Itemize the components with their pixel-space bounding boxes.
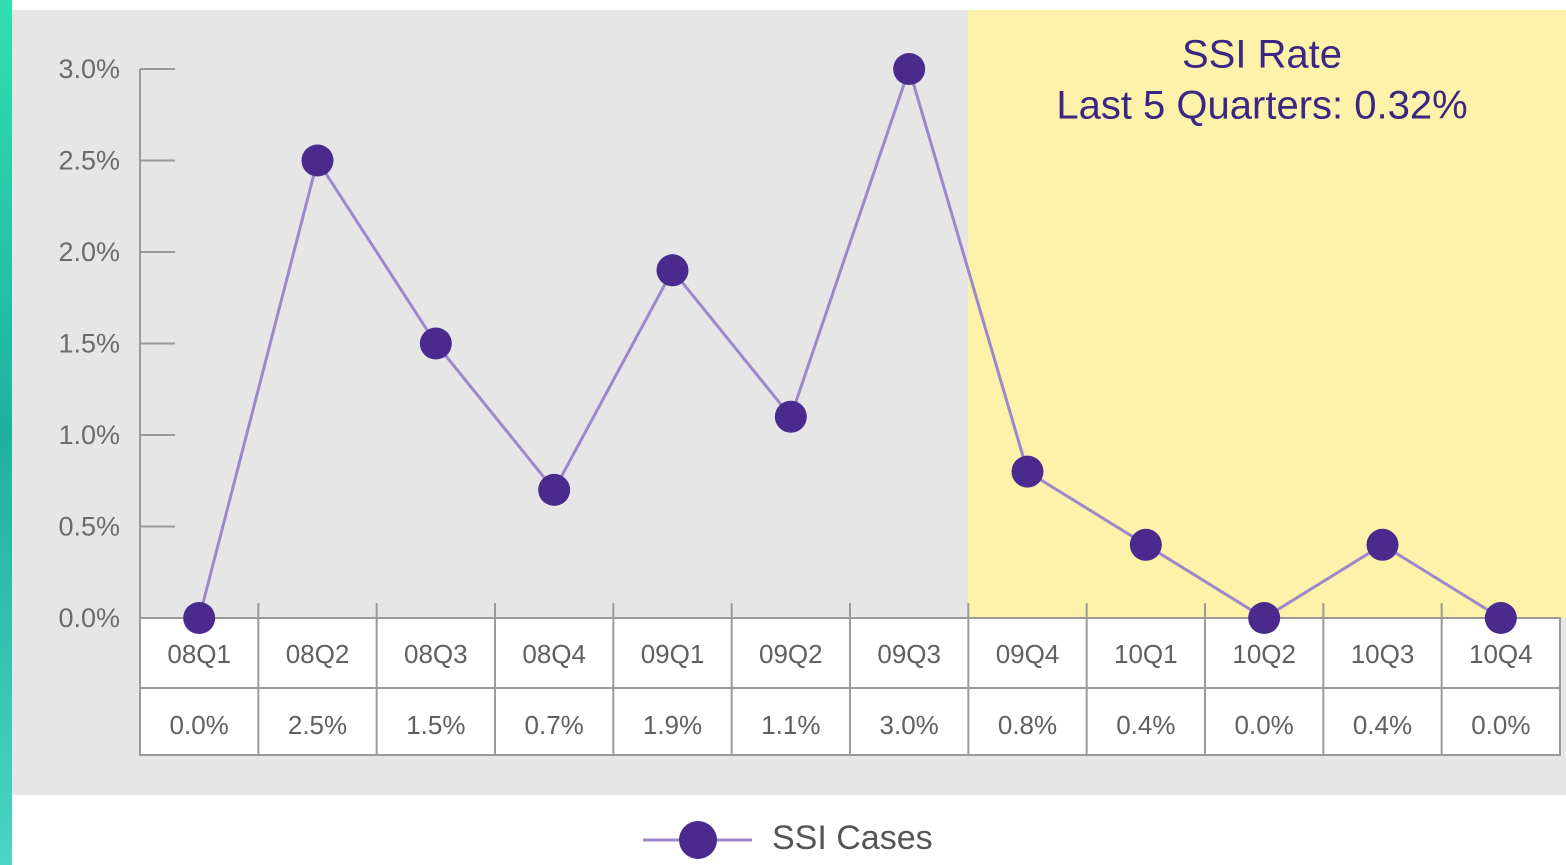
category-label: 09Q4: [996, 639, 1060, 669]
category-label: 10Q1: [1114, 639, 1178, 669]
category-label: 08Q2: [286, 639, 350, 669]
y-tick-label: 1.0%: [58, 420, 120, 450]
value-label: 1.5%: [406, 710, 465, 740]
data-point: [301, 144, 334, 177]
data-point: [538, 473, 571, 506]
category-label: 10Q4: [1469, 639, 1533, 669]
value-label: 0.8%: [998, 710, 1057, 740]
value-label: 0.4%: [1353, 710, 1412, 740]
annotation: Last 5 Quarters: 0.32%: [1056, 84, 1467, 128]
edge-strip: [0, 0, 12, 865]
value-label: 1.1%: [761, 710, 820, 740]
y-tick-label: 2.0%: [58, 237, 120, 267]
category-label: 09Q3: [877, 639, 941, 669]
category-label: 08Q3: [404, 639, 468, 669]
data-point: [1366, 528, 1399, 561]
data-point: [774, 400, 807, 433]
series-line: [197, 64, 1502, 620]
data-point: [1484, 602, 1517, 634]
category-label: 10Q3: [1351, 639, 1415, 669]
y-tick-label: 2.5%: [58, 146, 120, 176]
category-label: 08Q4: [522, 639, 586, 669]
value-label: 0.0%: [1471, 710, 1530, 740]
category-label: 10Q2: [1232, 639, 1296, 669]
value-label: 0.0%: [170, 710, 229, 740]
legend-label: SSI Cases: [772, 819, 933, 857]
data-point: [1011, 455, 1044, 488]
y-tick-label: 1.5%: [58, 329, 120, 359]
value-label: 0.7%: [525, 710, 584, 740]
data-point: [893, 53, 926, 85]
y-tick-label: 3.0%: [58, 54, 120, 84]
data-point: [1248, 602, 1281, 634]
value-label: 0.0%: [1235, 710, 1294, 740]
category-label: 09Q2: [759, 639, 823, 669]
data-point: [419, 327, 452, 360]
value-label: 3.0%: [880, 710, 939, 740]
legend-marker: [679, 821, 717, 859]
annotation: SSI Rate: [1182, 33, 1342, 77]
y-tick-label: 0.5%: [58, 512, 120, 542]
value-label: 2.5%: [288, 710, 347, 740]
y-tick-label: 0.0%: [58, 603, 120, 633]
highlight-region: [968, 10, 1566, 618]
data-point: [183, 602, 216, 634]
category-label: 09Q1: [641, 639, 705, 669]
data-point: [656, 254, 689, 287]
category-label: 08Q1: [167, 639, 231, 669]
data-point: [1129, 528, 1162, 561]
value-label: 0.4%: [1116, 710, 1175, 740]
value-label: 1.9%: [643, 710, 702, 740]
